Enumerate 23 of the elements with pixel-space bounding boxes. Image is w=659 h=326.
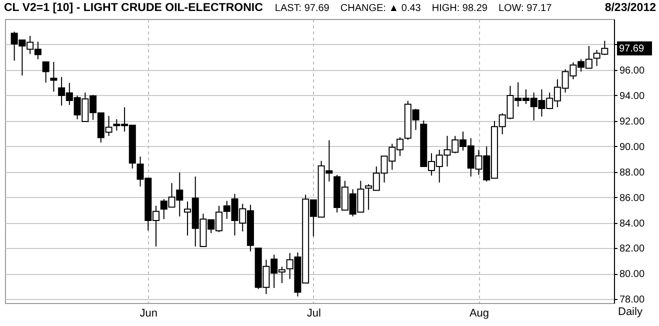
y-tick-label: 94.00 [620,90,645,102]
text: LAST: 97.69 [274,3,330,14]
candlestick [50,61,58,92]
y-tick-label: 88.00 [620,167,645,178]
text: 97.69 [619,43,644,54]
x-tick-label: Jun [140,308,158,320]
text: LOW: 97.17 [498,3,552,14]
y-tick-label: 80.00 [620,269,645,280]
text: 8/23/2012 [604,2,656,14]
chart-title: CL V2=1 [10] - LIGHT CRUDE OIL-ELECTRONIC [4,2,263,14]
x-tick-label: Aug [469,308,490,320]
y-tick-label: 86.00 [620,192,645,204]
y-tick-label: 84.00 [620,218,645,230]
text: Daily [618,306,642,318]
y-tick-label: 82.00 [620,244,645,255]
x-tick-label: Jul [306,308,321,320]
text: CHANGE: ▲ 0.43 [340,3,421,14]
y-tick-label: 78.00 [620,294,645,306]
y-tick-label: 96.00 [620,65,645,76]
candlestick [42,61,50,84]
text: HIGH: 98.29 [432,3,488,14]
y-tick-label: 90.00 [620,142,645,153]
y-tick-label: 92.00 [620,116,645,128]
